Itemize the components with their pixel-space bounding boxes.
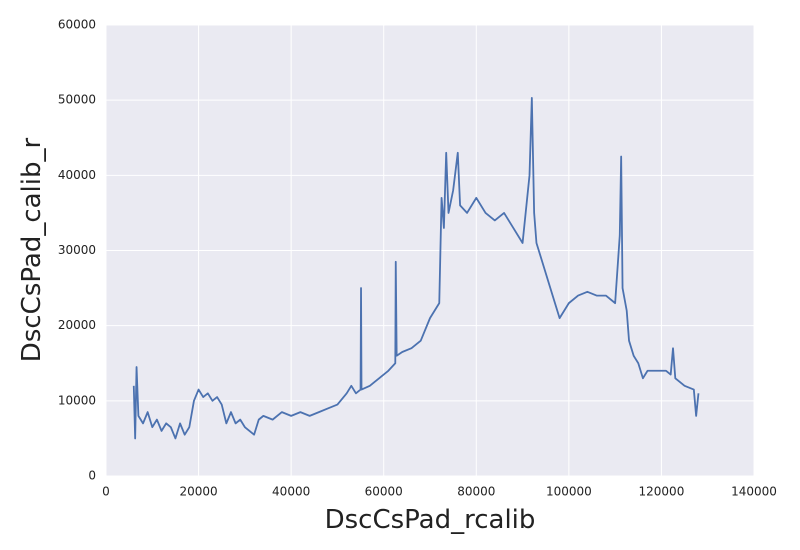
y-axis-label: DscCsPad_calib_r <box>17 138 47 363</box>
x-tick-label: 80000 <box>457 485 495 499</box>
y-tick-label: 20000 <box>58 318 96 332</box>
grid <box>105 24 755 477</box>
x-axis-label: DscCsPad_rcalib <box>325 505 536 535</box>
x-tick-label: 140000 <box>731 485 777 499</box>
y-tick-label: 0 <box>88 469 96 483</box>
x-tick-label: 100000 <box>546 485 592 499</box>
y-tick-label: 50000 <box>58 93 96 107</box>
y-tick-label: 30000 <box>58 243 96 257</box>
x-tick-label: 40000 <box>272 485 310 499</box>
x-tick-label: 120000 <box>639 485 685 499</box>
x-tick-label: 0 <box>102 485 110 499</box>
y-tick-label: 60000 <box>58 18 96 32</box>
x-tick-label: 60000 <box>365 485 403 499</box>
y-tick-label: 10000 <box>58 393 96 407</box>
data-line <box>132 97 700 440</box>
x-tick-label: 20000 <box>179 485 217 499</box>
marks <box>132 97 700 440</box>
y-tick-label: 40000 <box>58 168 96 182</box>
